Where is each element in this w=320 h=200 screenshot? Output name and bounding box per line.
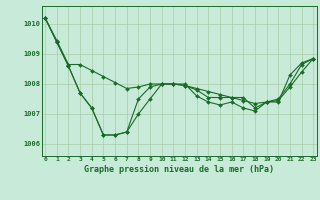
X-axis label: Graphe pression niveau de la mer (hPa): Graphe pression niveau de la mer (hPa): [84, 165, 274, 174]
